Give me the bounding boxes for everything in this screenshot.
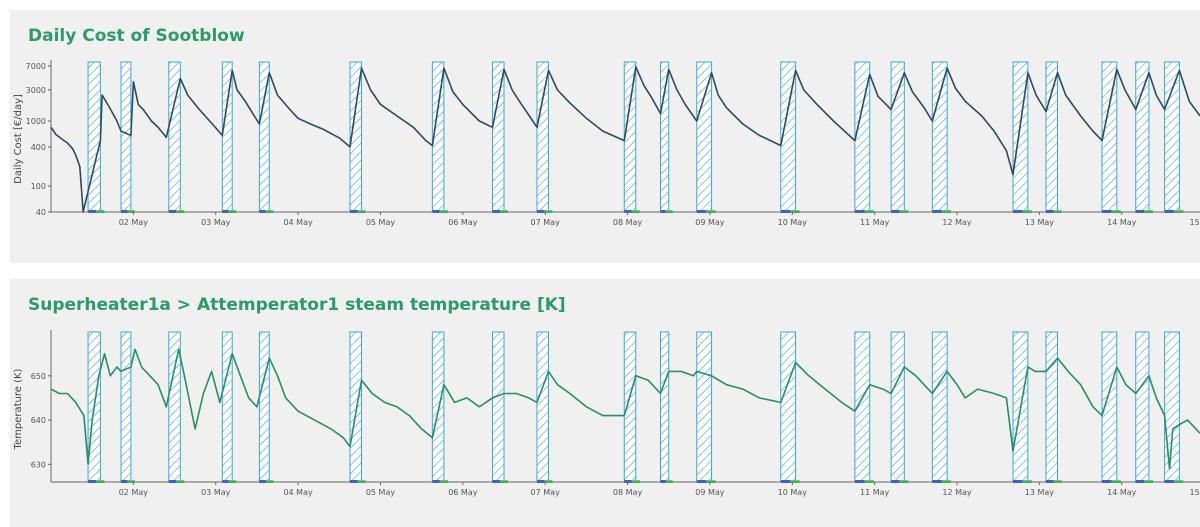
x-tick-label: 06 May xyxy=(448,218,478,227)
x-tick-label: 11 May xyxy=(860,218,890,227)
sootblow-window xyxy=(890,331,905,483)
temperature-chart-title: Superheater1a > Attemperator1 steam temp… xyxy=(28,295,566,315)
x-tick-label: 12 May xyxy=(942,488,972,497)
x-tick-label: 04 May xyxy=(283,218,313,227)
y-tick-label: 3000 xyxy=(26,86,46,95)
x-tick-label: 10 May xyxy=(778,488,808,497)
sootblow-window xyxy=(431,331,445,483)
sootblow-window xyxy=(1045,61,1059,213)
x-tick-label: 04 May xyxy=(283,488,313,497)
series-line xyxy=(50,348,1200,470)
x-tick-label: 12 May xyxy=(942,218,972,227)
sootblow-window xyxy=(660,61,670,213)
x-tick-label: 13 May xyxy=(1025,488,1055,497)
sootblow-window xyxy=(660,331,670,483)
cost-chart-plot: 40 100 400 1000 3000 7000 02 May 03 May 04 May 05… xyxy=(13,60,1200,227)
sootblow-window xyxy=(491,331,505,483)
x-tick-label: 13 May xyxy=(1025,218,1055,227)
sootblow-window xyxy=(120,331,132,483)
sootblow-window xyxy=(696,61,713,213)
sootblow-window xyxy=(120,61,132,213)
sootblow-window xyxy=(491,61,505,213)
y-tick-label: 100 xyxy=(31,182,46,191)
sootblow-window xyxy=(1164,331,1180,483)
x-tick-label: 09 May xyxy=(695,218,725,227)
y-tick-label: 1000 xyxy=(26,117,46,126)
sootblow-window xyxy=(623,61,637,213)
sootblow-window xyxy=(931,331,948,483)
x-tick-label: 05 May xyxy=(366,488,396,497)
x-tick-label: 08 May xyxy=(613,488,643,497)
y-tick-label: 40 xyxy=(36,208,46,217)
sootblow-window xyxy=(536,331,549,483)
x-tick-label: 07 May xyxy=(531,488,561,497)
temperature-chart-plot: 630 640 650 02 May 03 May 04 May 05 May 06 May 0… xyxy=(13,330,1200,497)
x-tick-label: 05 May xyxy=(366,218,396,227)
series-line xyxy=(50,65,1200,213)
cost-chart-panel: Daily Cost of Sootblow 40 100 400 1000 3000 7… xyxy=(10,10,1200,263)
sootblow-window xyxy=(168,331,181,483)
sootblow-window xyxy=(87,61,101,213)
sootblow-window xyxy=(1135,61,1150,213)
y-axis-label: Temperature (K) xyxy=(13,368,24,450)
y-axis-label: Daily Cost [€/day] xyxy=(13,94,24,184)
x-tick-label: 03 May xyxy=(201,218,231,227)
sootblow-window xyxy=(221,331,233,483)
y-tick-label: 650 xyxy=(31,372,46,381)
x-tick-label: 14 May xyxy=(1107,218,1137,227)
sootblow-window xyxy=(349,331,363,483)
sootblow-window xyxy=(1164,61,1180,213)
x-tick-label: 15 May xyxy=(1189,218,1200,227)
sootblow-window xyxy=(1045,331,1059,483)
x-tick-label: 14 May xyxy=(1107,488,1137,497)
x-tick-label: 03 May xyxy=(201,488,231,497)
x-tick-label: 02 May xyxy=(119,488,149,497)
x-tick-label: 02 May xyxy=(119,218,149,227)
y-tick-label: 7000 xyxy=(26,62,46,71)
sootblow-window xyxy=(258,331,270,483)
sootblow-window xyxy=(696,331,713,483)
sootblow-window xyxy=(780,331,797,483)
x-tick-label: 15 May xyxy=(1189,488,1200,497)
x-tick-label: 09 May xyxy=(695,488,725,497)
x-tick-label: 11 May xyxy=(860,488,890,497)
sootblow-window xyxy=(931,61,948,213)
x-tick-label: 07 May xyxy=(531,218,561,227)
y-tick-label: 640 xyxy=(31,416,46,425)
x-tick-label: 08 May xyxy=(613,218,643,227)
sootblow-window xyxy=(536,61,549,213)
x-tick-label: 10 May xyxy=(778,218,808,227)
cost-chart-title: Daily Cost of Sootblow xyxy=(28,26,245,46)
y-tick-label: 630 xyxy=(31,460,46,469)
sootblow-window xyxy=(890,61,905,213)
sootblow-window xyxy=(1135,331,1150,483)
sootblow-window xyxy=(1101,61,1118,213)
y-tick-label: 400 xyxy=(31,143,46,152)
x-tick-label: 06 May xyxy=(448,488,478,497)
temperature-chart-panel: Superheater1a > Attemperator1 steam temp… xyxy=(10,279,1200,527)
